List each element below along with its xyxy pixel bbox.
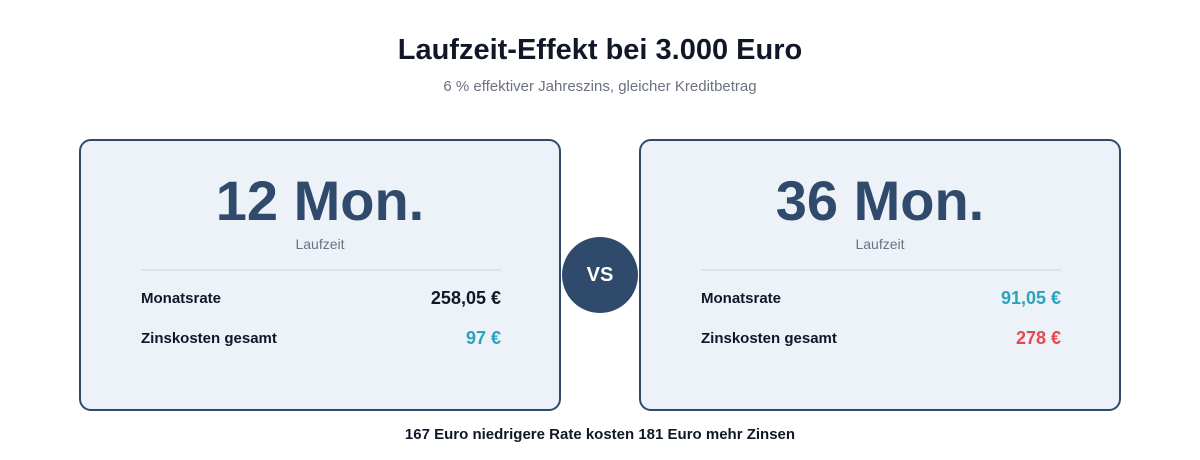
page-title: Laufzeit-Effekt bei 3.000 Euro <box>397 34 803 66</box>
vs-badge: VS <box>562 237 638 313</box>
interest-total-value: 278 € <box>1015 328 1061 348</box>
monthly-rate-row: Monatsrate 258,05 € <box>141 288 501 309</box>
interest-total-label: Zinskosten gesamt <box>701 330 837 347</box>
term-value: 36 Mon. <box>775 169 985 232</box>
monthly-rate-label: Monatsrate <box>141 290 222 307</box>
monthly-rate-value: 258,05 € <box>430 288 501 308</box>
divider <box>701 269 1061 271</box>
term-card-36-months: 36 Mon. Laufzeit Monatsrate 91,05 € Zins… <box>639 139 1121 411</box>
interest-total-row: Zinskosten gesamt 278 € <box>701 328 1061 349</box>
interest-total-row: Zinskosten gesamt 97 € <box>141 328 501 349</box>
monthly-rate-value: 91,05 € <box>1000 288 1061 308</box>
monthly-rate-row: Monatsrate 91,05 € <box>701 288 1061 309</box>
term-label: Laufzeit <box>295 236 345 252</box>
monthly-rate-label: Monatsrate <box>701 290 782 307</box>
summary-footer: 167 Euro niedrigere Rate kosten 181 Euro… <box>404 426 796 443</box>
page-subtitle: 6 % effektiver Jahreszins, gleicher Kred… <box>443 78 757 95</box>
term-value: 12 Mon. <box>215 169 425 232</box>
interest-total-label: Zinskosten gesamt <box>141 330 277 347</box>
interest-total-value: 97 € <box>465 328 501 348</box>
term-card-12-months: 12 Mon. Laufzeit Monatsrate 258,05 € Zin… <box>79 139 561 411</box>
divider <box>141 269 501 271</box>
term-label: Laufzeit <box>855 236 905 252</box>
